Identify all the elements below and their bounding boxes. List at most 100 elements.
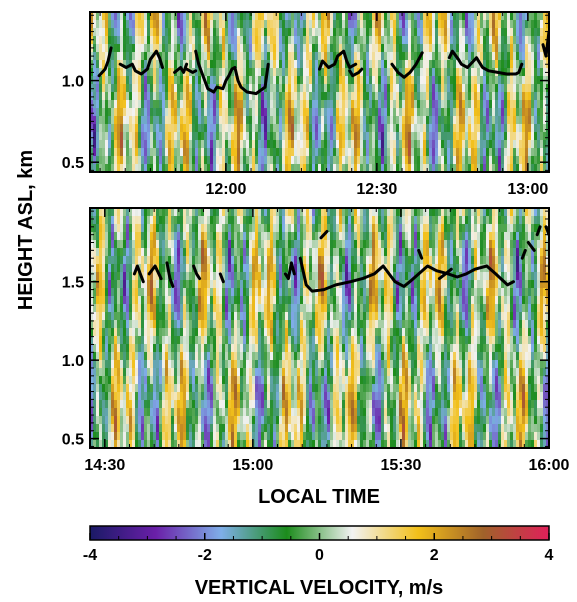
heatmap-cell (309, 148, 313, 157)
heatmap-cell (309, 44, 313, 53)
heatmap-cell (282, 116, 286, 125)
heatmap-cell (240, 232, 244, 241)
heatmap-cell (150, 164, 154, 172)
heatmap-cell (450, 108, 454, 117)
heatmap-cell (165, 288, 169, 297)
heatmap-cell (399, 148, 403, 157)
heatmap-cell (192, 304, 196, 313)
heatmap-cell (198, 384, 202, 393)
heatmap-cell (150, 256, 154, 265)
heatmap-cell (456, 124, 460, 133)
heatmap-cell (210, 132, 214, 141)
heatmap-cell (225, 52, 229, 61)
heatmap-cell (276, 52, 280, 61)
heatmap-cell (261, 328, 265, 337)
heatmap-cell (450, 36, 454, 45)
heatmap-cell (90, 272, 94, 281)
heatmap-cell (483, 20, 487, 29)
heatmap-cell (519, 156, 523, 165)
heatmap-cell (252, 304, 256, 313)
heatmap-cell (255, 440, 259, 448)
heatmap-cell (258, 304, 262, 313)
heatmap-cell (210, 208, 214, 217)
heatmap-cell (162, 44, 166, 53)
heatmap-cell (258, 68, 262, 77)
heatmap-cell (198, 304, 202, 313)
heatmap-cell (138, 368, 142, 377)
heatmap-cell (141, 384, 145, 393)
heatmap-cell (120, 100, 124, 109)
heatmap-cell (120, 400, 124, 409)
heatmap-cell (108, 216, 112, 225)
heatmap-cell (456, 116, 460, 125)
heatmap-cell (231, 44, 235, 53)
heatmap-cell (534, 156, 538, 165)
heatmap-cell (90, 312, 94, 321)
heatmap-cell (471, 12, 475, 21)
heatmap-cell (492, 140, 496, 149)
heatmap-cell (363, 52, 367, 61)
heatmap-cell (507, 140, 511, 149)
heatmap-cell (237, 224, 241, 233)
heatmap-cell (489, 148, 493, 157)
heatmap-cell (432, 28, 436, 37)
heatmap-cell (90, 28, 94, 37)
heatmap-cell (123, 400, 127, 409)
heatmap-cell (474, 140, 478, 149)
heatmap-cell (153, 320, 157, 329)
heatmap-cell (459, 156, 463, 165)
heatmap-cell (183, 216, 187, 225)
heatmap-cell (186, 232, 190, 241)
heatmap-cell (108, 400, 112, 409)
heatmap-cell (132, 280, 136, 289)
heatmap-cell (219, 68, 223, 77)
heatmap-cell (375, 148, 379, 157)
heatmap-cell (444, 60, 448, 69)
heatmap-cell (222, 272, 226, 281)
heatmap-cell (147, 52, 151, 61)
heatmap-cell (93, 336, 97, 345)
heatmap-cell (387, 76, 391, 85)
heatmap-cell (528, 36, 532, 45)
heatmap-cell (114, 124, 118, 133)
heatmap-cell (285, 164, 289, 172)
heatmap-cell (465, 92, 469, 101)
heatmap-cell (96, 164, 100, 172)
heatmap-cell (324, 12, 328, 21)
heatmap-cell (330, 52, 334, 61)
heatmap-cell (420, 100, 424, 109)
heatmap-cell (312, 132, 316, 141)
heatmap-cell (246, 272, 250, 281)
heatmap-cell (186, 92, 190, 101)
heatmap-cell (99, 20, 103, 29)
heatmap-cell (462, 108, 466, 117)
heatmap-cell (225, 408, 229, 417)
heatmap-cell (135, 216, 139, 225)
heatmap-cell (90, 224, 94, 233)
heatmap-cell (192, 368, 196, 377)
heatmap-cell (129, 360, 133, 369)
heatmap-cell (126, 68, 130, 77)
heatmap-cell (471, 132, 475, 141)
heatmap-cell (255, 84, 259, 93)
heatmap-cell (216, 312, 220, 321)
heatmap-cell (195, 352, 199, 361)
heatmap-cell (408, 108, 412, 117)
heatmap-cell (279, 44, 283, 53)
heatmap-cell (192, 392, 196, 401)
heatmap-cell (96, 320, 100, 329)
heatmap-cell (192, 164, 196, 172)
heatmap-cell (117, 44, 121, 53)
heatmap-cell (114, 92, 118, 101)
heatmap-cell (288, 20, 292, 29)
heatmap-cell (483, 44, 487, 53)
heatmap-cell (546, 108, 549, 117)
heatmap-cell (102, 320, 106, 329)
heatmap-cell (150, 140, 154, 149)
heatmap-cell (264, 36, 268, 45)
heatmap-cell (237, 84, 241, 93)
heatmap-cell (489, 28, 493, 37)
heatmap-cell (195, 76, 199, 85)
heatmap-cell (465, 156, 469, 165)
heatmap-cell (174, 440, 178, 448)
